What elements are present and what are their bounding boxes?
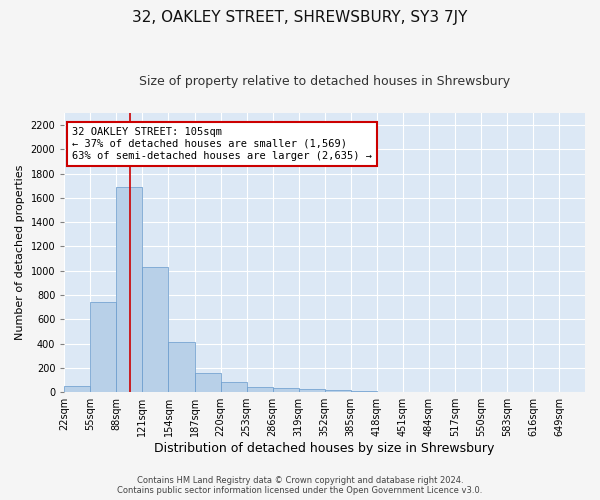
Bar [272, 388, 299, 392]
Bar [247, 386, 272, 392]
Bar [142, 267, 169, 392]
Bar [299, 389, 325, 392]
X-axis label: Distribution of detached houses by size in Shrewsbury: Distribution of detached houses by size … [154, 442, 495, 455]
Bar [325, 390, 350, 392]
Text: 32, OAKLEY STREET, SHREWSBURY, SY3 7JY: 32, OAKLEY STREET, SHREWSBURY, SY3 7JY [133, 10, 467, 25]
Bar [116, 187, 142, 392]
Y-axis label: Number of detached properties: Number of detached properties [15, 165, 25, 340]
Bar [194, 374, 221, 392]
Bar [169, 342, 194, 392]
Bar [351, 391, 377, 392]
Text: 32 OAKLEY STREET: 105sqm
← 37% of detached houses are smaller (1,569)
63% of sem: 32 OAKLEY STREET: 105sqm ← 37% of detach… [72, 128, 372, 160]
Title: Size of property relative to detached houses in Shrewsbury: Size of property relative to detached ho… [139, 75, 510, 88]
Bar [64, 386, 91, 392]
Bar [91, 302, 116, 392]
Text: Contains HM Land Registry data © Crown copyright and database right 2024.
Contai: Contains HM Land Registry data © Crown c… [118, 476, 482, 495]
Bar [221, 382, 247, 392]
